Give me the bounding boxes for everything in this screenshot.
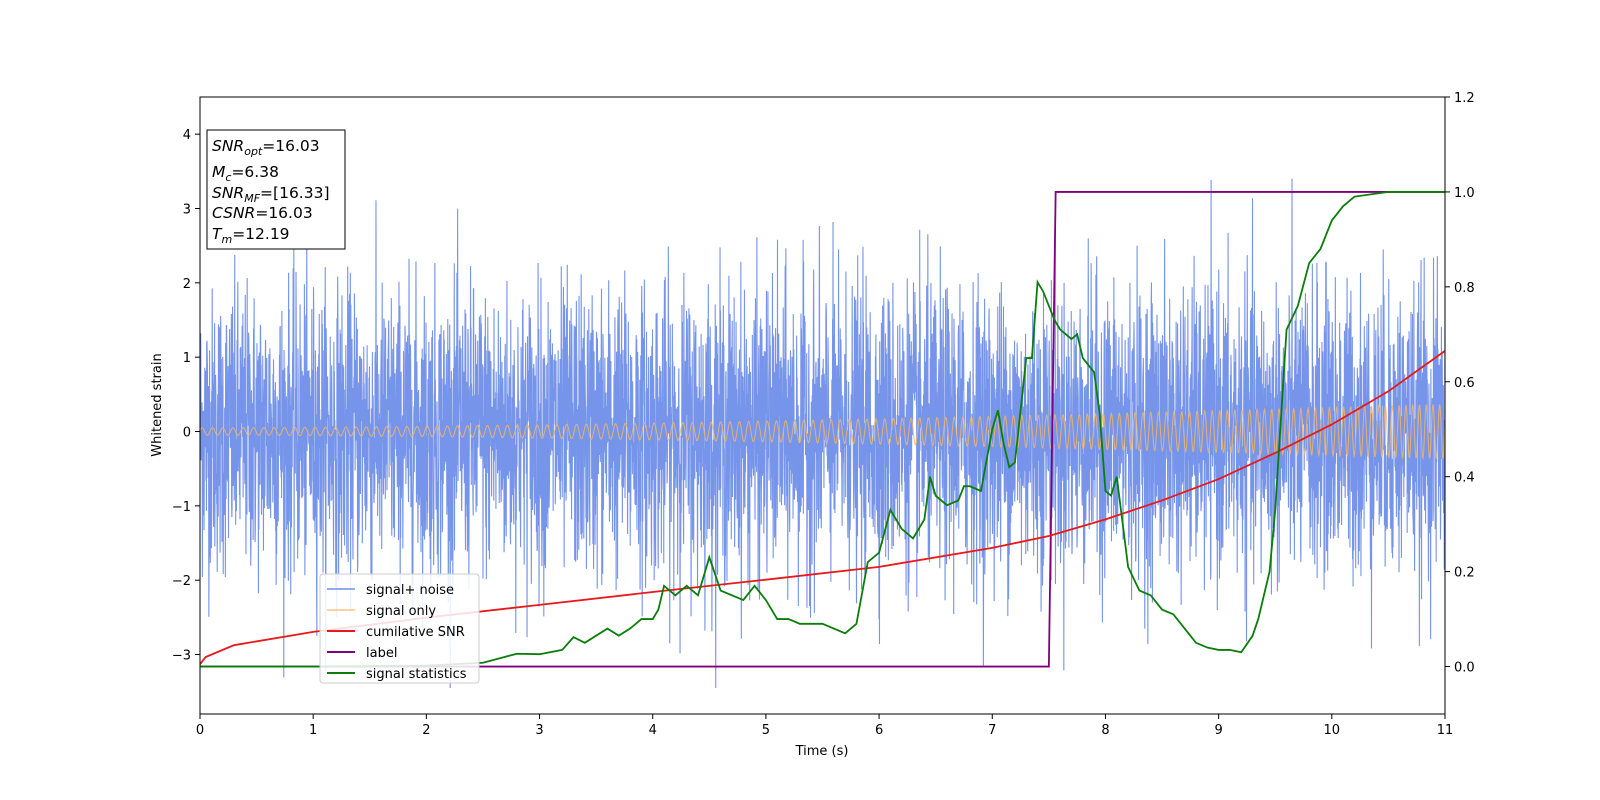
info-csnr: CSNR=16.03 xyxy=(212,204,313,222)
y2-tick-label: 1.2 xyxy=(1454,91,1475,106)
y2-tick-label: 1.0 xyxy=(1454,186,1475,201)
series-label xyxy=(200,191,1445,668)
x-tick-label: 2 xyxy=(422,723,430,738)
info-box: SNRopt=16.03 Mc=6.38 SNRMF=[16.33] CSNR=… xyxy=(206,129,346,250)
x-tick-label: 4 xyxy=(649,723,657,738)
y2-tick-label: 0.6 xyxy=(1454,376,1475,391)
y-tick-label: 0 xyxy=(183,426,191,441)
y-tick-label: 4 xyxy=(183,128,191,143)
legend-label: signal+ noise xyxy=(366,583,454,598)
y2-tick-label: 0.4 xyxy=(1454,471,1475,486)
legend-label: label xyxy=(366,646,397,661)
series-signal-statistics xyxy=(200,191,1445,668)
x-tick-label: 11 xyxy=(1437,723,1454,738)
info-tm: Tm=12.19 xyxy=(212,225,290,246)
x-tick-label: 3 xyxy=(535,723,543,738)
y-tick-label: −2 xyxy=(172,574,191,589)
series-layer xyxy=(200,178,1445,688)
x-axis-label: Time (s) xyxy=(795,744,849,759)
y-axis-label: Whitened strain xyxy=(150,353,165,456)
y-tick-label: 2 xyxy=(183,277,191,292)
info-snr-mf: SNRMF=[16.33] xyxy=(212,184,330,205)
x-tick-label: 6 xyxy=(875,723,883,738)
info-mc: Mc=6.38 xyxy=(212,163,279,184)
legend-label: cumilative SNR xyxy=(366,625,465,640)
y2-tick-label: 0.0 xyxy=(1454,661,1475,676)
axes-layer: 0 1 2 3 4 5 6 7 8 9 10 11 −3 −2 −1 0 1 2 3 4 0.0 0.2 0.4 0.6 0.8… xyxy=(172,91,1475,738)
y2-tick-label: 0.2 xyxy=(1454,566,1475,581)
plot-frame xyxy=(199,96,1446,715)
x-tick-label: 5 xyxy=(762,723,770,738)
series-signal-only xyxy=(200,403,1445,461)
info-snr-opt: SNRopt=16.03 xyxy=(212,137,320,158)
legend-label: signal statistics xyxy=(366,667,467,682)
x-tick-label: 0 xyxy=(196,723,204,738)
x-tick-label: 9 xyxy=(1214,723,1222,738)
x-tick-label: 10 xyxy=(1324,723,1341,738)
legend-label: signal only xyxy=(366,604,436,619)
y-tick-label: −1 xyxy=(172,500,191,515)
series-cumulative-snr xyxy=(200,350,1445,665)
y-tick-label: −3 xyxy=(172,649,191,664)
legend: signal+ noise signal only cumilative SNR la… xyxy=(319,573,480,684)
y-tick-label: 1 xyxy=(183,351,191,366)
y2-tick-label: 0.8 xyxy=(1454,281,1475,296)
x-tick-label: 7 xyxy=(988,723,996,738)
x-tick-label: 1 xyxy=(309,723,317,738)
y-tick-label: 3 xyxy=(183,203,191,218)
x-tick-label: 8 xyxy=(1101,723,1109,738)
